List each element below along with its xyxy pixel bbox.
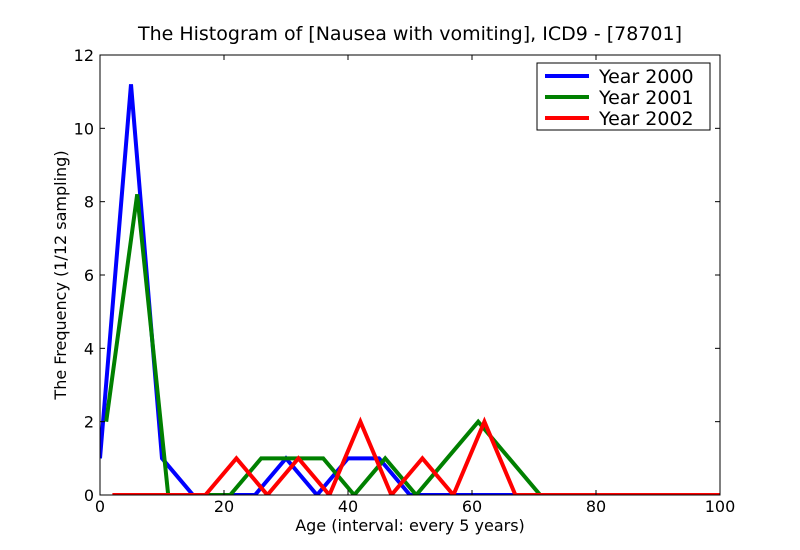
axis-ticks: 0 20 40 60 80 100 0 2 4 6 8 10 12	[74, 46, 736, 516]
y-axis-label: The Frequency (1/12 sampling)	[51, 150, 70, 400]
y-tick-label: 8	[84, 193, 94, 212]
y-tick-label: 6	[84, 266, 94, 285]
legend-label-2: Year 2001	[598, 87, 694, 109]
y-tick-label: 0	[84, 486, 94, 505]
y-tick-label: 2	[84, 413, 94, 432]
series-line-3	[112, 416, 720, 495]
x-tick-label: 80	[586, 497, 606, 516]
x-tick-label: 20	[214, 497, 234, 516]
series-lines	[100, 84, 720, 495]
y-tick-label: 4	[84, 339, 94, 358]
chart-title: The Histogram of [Nausea with vomiting],…	[137, 23, 682, 45]
legend-label-1: Year 2000	[598, 66, 694, 88]
x-tick-label: 60	[462, 497, 482, 516]
x-tick-label: 100	[705, 497, 736, 516]
x-tick-label: 0	[95, 497, 105, 516]
x-axis-label: Age (interval: every 5 years)	[295, 516, 525, 535]
legend-label-3: Year 2002	[598, 108, 694, 130]
y-tick-label: 12	[74, 46, 94, 65]
y-tick-label: 10	[74, 119, 94, 138]
x-tick-label: 40	[338, 497, 358, 516]
